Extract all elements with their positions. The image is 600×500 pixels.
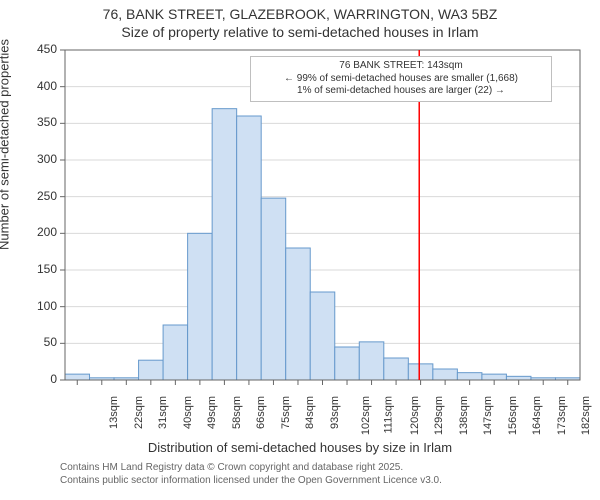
histogram-bar xyxy=(139,360,164,380)
x-tick-label: 120sqm xyxy=(409,396,421,435)
histogram-bar xyxy=(261,198,286,380)
footnote-line2: Contains public sector information licen… xyxy=(60,475,442,488)
x-tick-label: 13sqm xyxy=(108,396,120,429)
histogram-bar xyxy=(310,292,335,380)
x-axis-label: Distribution of semi-detached houses by … xyxy=(0,440,600,455)
footnotes: Contains HM Land Registry data © Crown c… xyxy=(60,462,442,487)
annotation-line2: ← 99% of semi-detached houses are smalle… xyxy=(256,73,546,86)
marker-annotation: 76 BANK STREET: 143sqm ← 99% of semi-det… xyxy=(250,56,552,102)
x-tick-label: 22sqm xyxy=(133,396,145,429)
x-tick-label: 164sqm xyxy=(531,396,543,435)
annotation-line3: 1% of semi-detached houses are larger (2… xyxy=(256,85,546,98)
x-tick-label: 66sqm xyxy=(255,396,267,429)
x-tick-label: 58sqm xyxy=(231,396,243,429)
footnote-line1: Contains HM Land Registry data © Crown c… xyxy=(60,462,442,475)
y-tick-label: 150 xyxy=(17,262,57,276)
y-tick-label: 50 xyxy=(17,335,57,349)
histogram-bar xyxy=(286,248,311,380)
figure-container: 76, BANK STREET, GLAZEBROOK, WARRINGTON,… xyxy=(0,0,600,500)
x-tick-label: 156sqm xyxy=(507,396,519,435)
x-tick-label: 129sqm xyxy=(433,396,445,435)
histogram-bar xyxy=(188,233,213,380)
y-tick-label: 250 xyxy=(17,189,57,203)
x-tick-label: 93sqm xyxy=(329,396,341,429)
histogram-bar xyxy=(163,325,188,380)
histogram-bar xyxy=(65,374,90,380)
histogram-bar xyxy=(335,347,360,380)
histogram-bar xyxy=(408,364,433,380)
histogram-bar xyxy=(482,374,507,380)
x-tick-label: 40sqm xyxy=(182,396,194,429)
annotation-line1: 76 BANK STREET: 143sqm xyxy=(256,60,546,73)
x-tick-label: 49sqm xyxy=(206,396,218,429)
x-tick-label: 138sqm xyxy=(458,396,470,435)
x-tick-label: 173sqm xyxy=(556,396,568,435)
histogram-bar xyxy=(506,376,531,380)
histogram-bar xyxy=(384,358,409,380)
x-tick-label: 182sqm xyxy=(580,396,592,435)
y-tick-label: 350 xyxy=(17,115,57,129)
histogram-bar xyxy=(433,369,458,380)
histogram-bar xyxy=(359,342,384,380)
x-tick-label: 102sqm xyxy=(360,396,372,435)
y-tick-label: 300 xyxy=(17,152,57,166)
x-tick-label: 84sqm xyxy=(304,396,316,429)
x-tick-label: 75sqm xyxy=(280,396,292,429)
y-tick-label: 400 xyxy=(17,79,57,93)
y-tick-label: 0 xyxy=(17,372,57,386)
histogram-bar xyxy=(237,116,262,380)
x-tick-label: 111sqm xyxy=(383,396,395,434)
x-tick-label: 31sqm xyxy=(157,396,169,429)
y-tick-label: 450 xyxy=(17,42,57,56)
y-tick-label: 200 xyxy=(17,225,57,239)
histogram-bar xyxy=(212,109,237,380)
x-tick-label: 147sqm xyxy=(482,396,494,435)
histogram-bar xyxy=(457,373,482,380)
y-tick-label: 100 xyxy=(17,299,57,313)
